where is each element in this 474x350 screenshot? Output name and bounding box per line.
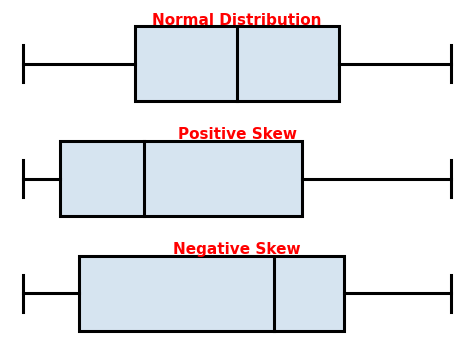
Text: Positive Skew: Positive Skew <box>177 127 297 142</box>
Bar <box>135 27 339 101</box>
Bar <box>79 256 344 330</box>
Bar <box>61 141 302 216</box>
Text: Normal Distribution: Normal Distribution <box>152 13 322 28</box>
Text: Negative Skew: Negative Skew <box>173 242 301 257</box>
